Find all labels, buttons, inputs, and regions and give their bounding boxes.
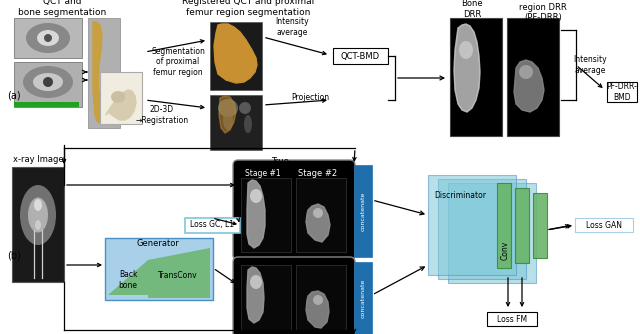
- Bar: [354, 262, 372, 334]
- Text: TransConv: TransConv: [158, 272, 198, 281]
- Ellipse shape: [250, 275, 262, 289]
- Polygon shape: [214, 24, 257, 83]
- Text: Registered QCT and proximal
femur region segmentation: Registered QCT and proximal femur region…: [182, 0, 314, 17]
- Polygon shape: [454, 24, 480, 112]
- Text: x-ray Image: x-ray Image: [13, 156, 63, 165]
- Ellipse shape: [459, 41, 473, 59]
- Bar: [105, 238, 213, 300]
- Text: Conv: Conv: [500, 240, 509, 260]
- Text: Bone
DRR: Bone DRR: [461, 0, 483, 19]
- Ellipse shape: [23, 66, 73, 98]
- Ellipse shape: [20, 185, 56, 245]
- Text: concatenate: concatenate: [360, 191, 365, 231]
- Bar: [354, 165, 372, 257]
- Bar: [333, 48, 388, 64]
- Text: Proximal femur
region DRR
(PF-DRR): Proximal femur region DRR (PF-DRR): [511, 0, 575, 22]
- Bar: [296, 178, 346, 252]
- Bar: [88, 18, 120, 128]
- Ellipse shape: [35, 220, 41, 230]
- Text: PF-DRR-
BMD: PF-DRR- BMD: [607, 82, 637, 102]
- Bar: [100, 72, 142, 124]
- Text: 2D-3D
→Registration: 2D-3D →Registration: [136, 105, 189, 125]
- Ellipse shape: [111, 91, 125, 103]
- Polygon shape: [148, 248, 210, 298]
- Bar: [575, 218, 633, 232]
- Bar: [448, 183, 536, 283]
- Bar: [438, 179, 526, 279]
- Ellipse shape: [313, 295, 323, 305]
- Polygon shape: [306, 291, 329, 328]
- Text: Generator: Generator: [136, 239, 179, 248]
- Polygon shape: [93, 22, 104, 123]
- Text: Intensity
average: Intensity average: [573, 55, 607, 75]
- Ellipse shape: [37, 30, 59, 46]
- Text: (b): (b): [7, 250, 21, 260]
- Polygon shape: [108, 260, 148, 295]
- Bar: [607, 82, 637, 102]
- Bar: [12, 167, 64, 282]
- Bar: [428, 175, 516, 275]
- Text: QCT and
bone segmentation: QCT and bone segmentation: [18, 0, 106, 17]
- Bar: [14, 62, 82, 107]
- Polygon shape: [219, 96, 236, 133]
- Ellipse shape: [313, 208, 323, 218]
- Text: Projection: Projection: [291, 94, 329, 103]
- Bar: [507, 18, 559, 136]
- Ellipse shape: [34, 199, 42, 211]
- Ellipse shape: [244, 115, 252, 133]
- Ellipse shape: [44, 34, 52, 42]
- Bar: [185, 218, 240, 233]
- Bar: [241, 178, 291, 252]
- Ellipse shape: [239, 102, 251, 114]
- Bar: [14, 18, 82, 58]
- Bar: [450, 18, 502, 136]
- Text: True: True: [271, 157, 289, 166]
- Bar: [241, 265, 291, 330]
- Polygon shape: [454, 24, 480, 112]
- Text: concatenate: concatenate: [360, 278, 365, 318]
- Bar: [487, 312, 537, 326]
- Bar: [210, 22, 262, 90]
- Text: Intensity
average: Intensity average: [275, 17, 309, 37]
- Polygon shape: [247, 180, 265, 248]
- Ellipse shape: [218, 99, 238, 117]
- Bar: [515, 188, 529, 263]
- Polygon shape: [306, 204, 330, 242]
- Ellipse shape: [223, 110, 233, 130]
- Ellipse shape: [250, 189, 262, 203]
- Ellipse shape: [26, 23, 70, 53]
- Ellipse shape: [43, 77, 53, 87]
- Text: Discriminator: Discriminator: [434, 190, 486, 199]
- Ellipse shape: [33, 73, 63, 91]
- Bar: [296, 265, 346, 330]
- FancyBboxPatch shape: [233, 257, 355, 334]
- Bar: [14, 102, 79, 107]
- Text: Stage #1: Stage #1: [245, 168, 281, 177]
- Text: Stage #2: Stage #2: [298, 168, 337, 177]
- Bar: [497, 183, 511, 268]
- Text: (a): (a): [7, 90, 20, 100]
- Text: Segmentation
of proximal
femur region: Segmentation of proximal femur region: [151, 47, 205, 77]
- Text: Loss GC, L1: Loss GC, L1: [190, 220, 234, 229]
- Text: Loss FM: Loss FM: [497, 315, 527, 324]
- Ellipse shape: [519, 65, 533, 79]
- Ellipse shape: [28, 197, 48, 232]
- Bar: [210, 95, 262, 150]
- FancyBboxPatch shape: [233, 160, 355, 260]
- Polygon shape: [514, 60, 544, 112]
- Polygon shape: [106, 90, 136, 120]
- Text: QCT-BMD: QCT-BMD: [340, 51, 380, 60]
- Text: Back
bone: Back bone: [118, 270, 138, 290]
- Bar: [533, 193, 547, 258]
- Text: Loss GAN: Loss GAN: [586, 220, 622, 229]
- Polygon shape: [247, 267, 264, 323]
